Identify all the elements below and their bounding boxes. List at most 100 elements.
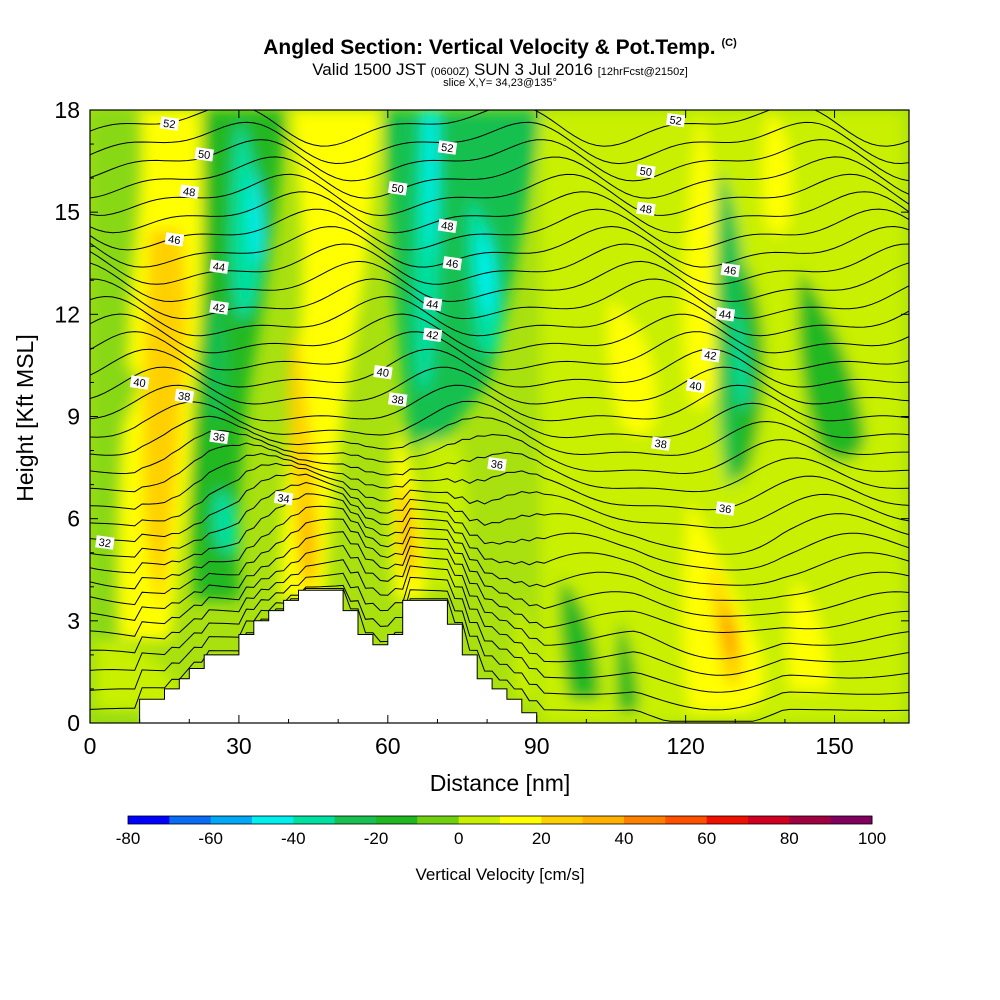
svg-text:44: 44 bbox=[212, 261, 226, 275]
contour-label: 32 bbox=[95, 535, 115, 550]
x-tick-label: 90 bbox=[524, 733, 550, 759]
svg-text:40: 40 bbox=[689, 380, 703, 394]
svg-text:34: 34 bbox=[277, 492, 291, 506]
svg-text:38: 38 bbox=[654, 438, 668, 452]
x-tick-label: 60 bbox=[375, 733, 401, 759]
contour-label: 38 bbox=[387, 392, 408, 408]
colorbar-swatch bbox=[624, 816, 666, 824]
chart-title: Angled Section: Vertical Velocity & Pot.… bbox=[0, 36, 1000, 60]
y-tick-label: 9 bbox=[67, 404, 80, 430]
svg-text:52: 52 bbox=[440, 142, 454, 156]
isentrope-line bbox=[90, 173, 909, 217]
slice-info: slice X,Y= 34,23@135° bbox=[443, 77, 557, 89]
svg-text:36: 36 bbox=[212, 431, 226, 445]
svg-text:44: 44 bbox=[425, 298, 439, 312]
x-axis: 0 30 60 90 120 150 bbox=[84, 110, 885, 759]
isentrope-line bbox=[90, 518, 909, 617]
colorbar-swatch bbox=[252, 816, 294, 824]
isentrope-line bbox=[90, 493, 909, 586]
svg-text:46: 46 bbox=[723, 264, 737, 278]
isentrope-line bbox=[90, 452, 909, 511]
contour-label: 36 bbox=[209, 429, 229, 445]
isentrope-line bbox=[90, 313, 909, 354]
contour-label: 38 bbox=[651, 436, 671, 452]
y-tick-label: 18 bbox=[54, 97, 80, 123]
isentrope-line bbox=[90, 572, 909, 693]
contour-label: 48 bbox=[636, 201, 656, 217]
svg-text:50: 50 bbox=[197, 148, 211, 162]
colorbar-swatch bbox=[128, 816, 170, 824]
contour-labels: 5250484644424038363432525048464442403836… bbox=[95, 113, 741, 550]
colorbar-tick-label: 80 bbox=[780, 829, 799, 848]
svg-text:36: 36 bbox=[490, 458, 504, 472]
contour-label: 44 bbox=[422, 296, 443, 312]
contour-label: 36 bbox=[487, 457, 507, 472]
colorbar-tick-label: 60 bbox=[697, 829, 716, 848]
contour-label: 42 bbox=[700, 348, 721, 363]
contour-label: 44 bbox=[715, 307, 736, 322]
valid-time-local: Valid 1500 JST bbox=[312, 60, 426, 79]
isentrope-line bbox=[90, 121, 909, 165]
isentrope-line bbox=[90, 505, 909, 601]
colorbar-swatch bbox=[665, 816, 708, 824]
isentrope-line bbox=[90, 225, 909, 268]
isentrope-line bbox=[90, 295, 909, 337]
isentrope-line bbox=[90, 331, 909, 371]
y-axis-title: Height [Kft MSL] bbox=[12, 334, 38, 501]
contour-label: 48 bbox=[179, 184, 200, 199]
colorbar-tick-label: 20 bbox=[532, 829, 551, 848]
colorbar-swatch bbox=[417, 816, 460, 824]
contour-label: 52 bbox=[159, 116, 180, 131]
contour-label: 50 bbox=[387, 181, 408, 196]
y-tick-label: 12 bbox=[54, 301, 80, 327]
isentrope-line bbox=[90, 260, 909, 303]
svg-text:42: 42 bbox=[703, 349, 717, 363]
contour-label: 52 bbox=[437, 140, 458, 156]
isentrope-line bbox=[90, 584, 909, 711]
colorbar-swatch bbox=[169, 816, 212, 824]
isentrope-line bbox=[90, 191, 909, 234]
svg-text:40: 40 bbox=[376, 366, 390, 380]
x-axis-title: Distance [nm] bbox=[430, 770, 571, 796]
colorbar-swatch bbox=[706, 816, 749, 824]
svg-text:38: 38 bbox=[391, 394, 405, 408]
isentrope-line bbox=[90, 472, 909, 555]
x-tick-label: 0 bbox=[84, 733, 97, 759]
isentrope-line bbox=[90, 139, 909, 182]
contour-label: 34 bbox=[273, 491, 294, 506]
svg-text:40: 40 bbox=[133, 377, 147, 391]
y-tick-label: 15 bbox=[54, 199, 80, 225]
contour-label: 46 bbox=[720, 262, 741, 278]
colorbar-tick-label: 100 bbox=[858, 829, 886, 848]
colorbar-swatch bbox=[376, 816, 418, 824]
svg-text:48: 48 bbox=[440, 220, 454, 234]
isentrope-line bbox=[90, 384, 909, 422]
contour-label: 46 bbox=[442, 256, 463, 271]
chart-title-block: Angled Section: Vertical Velocity & Pot.… bbox=[0, 0, 1000, 100]
isentrope-line bbox=[90, 442, 909, 493]
colorbar-frame bbox=[127, 815, 873, 825]
colorbar-swatch bbox=[210, 816, 253, 824]
contour-label: 50 bbox=[636, 164, 656, 179]
contour-label: 40 bbox=[129, 375, 150, 391]
colorbar-swatch bbox=[293, 816, 336, 824]
contour-label: 40 bbox=[373, 365, 393, 380]
isentrope-line bbox=[90, 559, 909, 676]
colorbar-tick-label: -40 bbox=[281, 829, 306, 848]
y-tick-label: 3 bbox=[67, 608, 80, 634]
isentrope-line bbox=[90, 588, 909, 722]
x-tick-label: 30 bbox=[226, 733, 252, 759]
svg-text:46: 46 bbox=[445, 257, 459, 271]
contour-label: 52 bbox=[665, 113, 686, 128]
contour-label: 42 bbox=[209, 300, 229, 315]
chart-subtitle: Valid 1500 JST (0600Z) SUN 3 Jul 2016 [1… bbox=[0, 60, 1000, 80]
chart-title-main: Angled Section: Vertical Velocity & Pot.… bbox=[263, 36, 716, 59]
svg-text:46: 46 bbox=[167, 234, 181, 248]
svg-text:42: 42 bbox=[212, 302, 226, 316]
isentrope-line bbox=[90, 208, 909, 251]
isentrope-line bbox=[90, 415, 909, 456]
svg-text:38: 38 bbox=[177, 390, 191, 404]
isentrope-line bbox=[90, 156, 909, 199]
